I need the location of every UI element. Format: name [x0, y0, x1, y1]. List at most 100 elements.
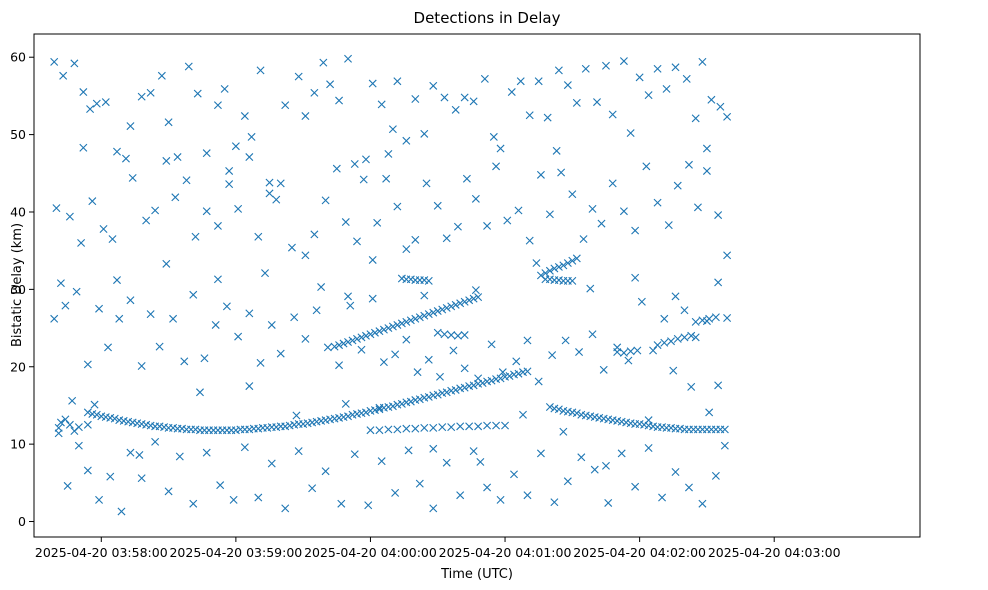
detection-point-278	[532, 259, 541, 268]
detection-point-125	[579, 235, 588, 244]
track-point-115	[447, 423, 456, 432]
track-point-119	[483, 421, 492, 430]
detection-point-97	[287, 243, 296, 252]
track-point-97	[487, 376, 496, 385]
detection-point-99	[310, 230, 319, 239]
track-point-209	[545, 266, 554, 275]
track-point-83	[424, 392, 433, 401]
detection-point-162	[290, 313, 299, 322]
detection-point-124	[568, 190, 577, 199]
detection-point-72	[707, 95, 716, 104]
track-point-79	[406, 397, 415, 406]
track-point-85	[433, 390, 442, 399]
detection-point-191	[637, 297, 646, 306]
detection-point-76	[65, 212, 74, 221]
detection-point-95	[265, 189, 274, 198]
track-point-0	[56, 418, 65, 427]
detection-point-195	[680, 306, 689, 315]
detection-point-16	[202, 149, 211, 158]
detection-point-269	[56, 279, 65, 288]
track-point-224	[619, 348, 628, 357]
detection-point-22	[256, 66, 265, 75]
track-point-95	[478, 379, 487, 387]
track-point-232	[687, 331, 696, 340]
detection-point-287	[702, 144, 711, 153]
detection-point-226	[377, 457, 386, 466]
detection-point-47	[480, 74, 489, 83]
detection-point-35	[368, 79, 377, 88]
track-point-215	[572, 254, 581, 263]
detection-point-194	[669, 366, 678, 375]
detection-point-170	[379, 358, 388, 367]
detection-point-201	[63, 481, 72, 490]
detection-point-254	[90, 400, 99, 409]
track-point-116	[456, 422, 465, 431]
detection-point-117	[492, 162, 501, 171]
detection-point-18	[220, 84, 229, 93]
detection-point-144	[95, 304, 104, 313]
detection-point-120	[525, 236, 534, 245]
detection-point-216	[240, 443, 249, 452]
detection-point-89	[202, 207, 211, 216]
detection-point-253	[68, 396, 77, 405]
detection-point-186	[575, 348, 584, 357]
detection-point-219	[281, 504, 290, 513]
detection-point-222	[321, 467, 330, 476]
detection-point-55	[554, 66, 563, 75]
detection-point-64	[635, 73, 644, 82]
track-point-105	[523, 367, 532, 376]
detection-point-94	[254, 232, 263, 241]
detection-point-251	[711, 471, 720, 480]
detection-point-246	[644, 444, 653, 452]
detection-point-93	[245, 153, 254, 162]
detection-point-102	[341, 218, 350, 227]
detection-point-91	[225, 166, 234, 175]
track-point-177	[397, 319, 406, 328]
track-point-124	[554, 405, 563, 414]
track-point-229	[667, 337, 676, 346]
track-point-106	[366, 426, 375, 435]
detection-point-192	[649, 346, 658, 355]
detection-point-171	[391, 350, 400, 359]
detection-point-204	[95, 495, 104, 504]
detection-point-221	[308, 484, 317, 493]
detection-point-5	[92, 99, 101, 108]
track-point-188	[447, 302, 456, 311]
track-point-174	[384, 324, 393, 333]
detection-point-0	[50, 57, 59, 66]
x-tick-label-0: 2025-04-20 03:58:00	[35, 545, 168, 560]
detection-point-41	[420, 129, 429, 138]
detection-point-130	[631, 226, 640, 235]
detection-point-116	[483, 221, 492, 230]
detection-point-235	[496, 495, 505, 504]
detection-point-155	[211, 320, 220, 329]
detection-point-211	[175, 452, 184, 461]
detection-point-177	[460, 364, 469, 373]
detection-point-79	[99, 225, 108, 233]
y-tick-label-4: 40	[10, 204, 26, 219]
detection-point-68	[671, 63, 680, 72]
track-point-161	[720, 425, 729, 434]
detection-point-183	[534, 377, 543, 386]
detection-point-140	[50, 314, 59, 323]
y-tick-label-2: 20	[10, 359, 26, 374]
detection-point-81	[121, 154, 130, 163]
detection-point-3	[79, 88, 88, 97]
detection-point-218	[267, 459, 276, 468]
detection-point-148	[137, 361, 146, 370]
detection-point-96	[276, 179, 285, 188]
detection-point-202	[74, 441, 83, 450]
track-point-225	[626, 347, 635, 356]
track-point-181	[415, 313, 424, 322]
detection-point-247	[658, 493, 667, 502]
track-point-231	[680, 333, 689, 342]
track-point-194	[474, 293, 483, 302]
detection-point-150	[155, 342, 164, 351]
detection-point-141	[61, 301, 70, 310]
track-point-228	[660, 338, 669, 347]
detection-point-179	[487, 340, 496, 349]
x-tick-label-1: 2025-04-20 03:59:00	[169, 545, 302, 560]
detection-point-206	[117, 507, 126, 516]
detection-point-1	[59, 71, 68, 80]
detection-point-19	[225, 180, 234, 189]
